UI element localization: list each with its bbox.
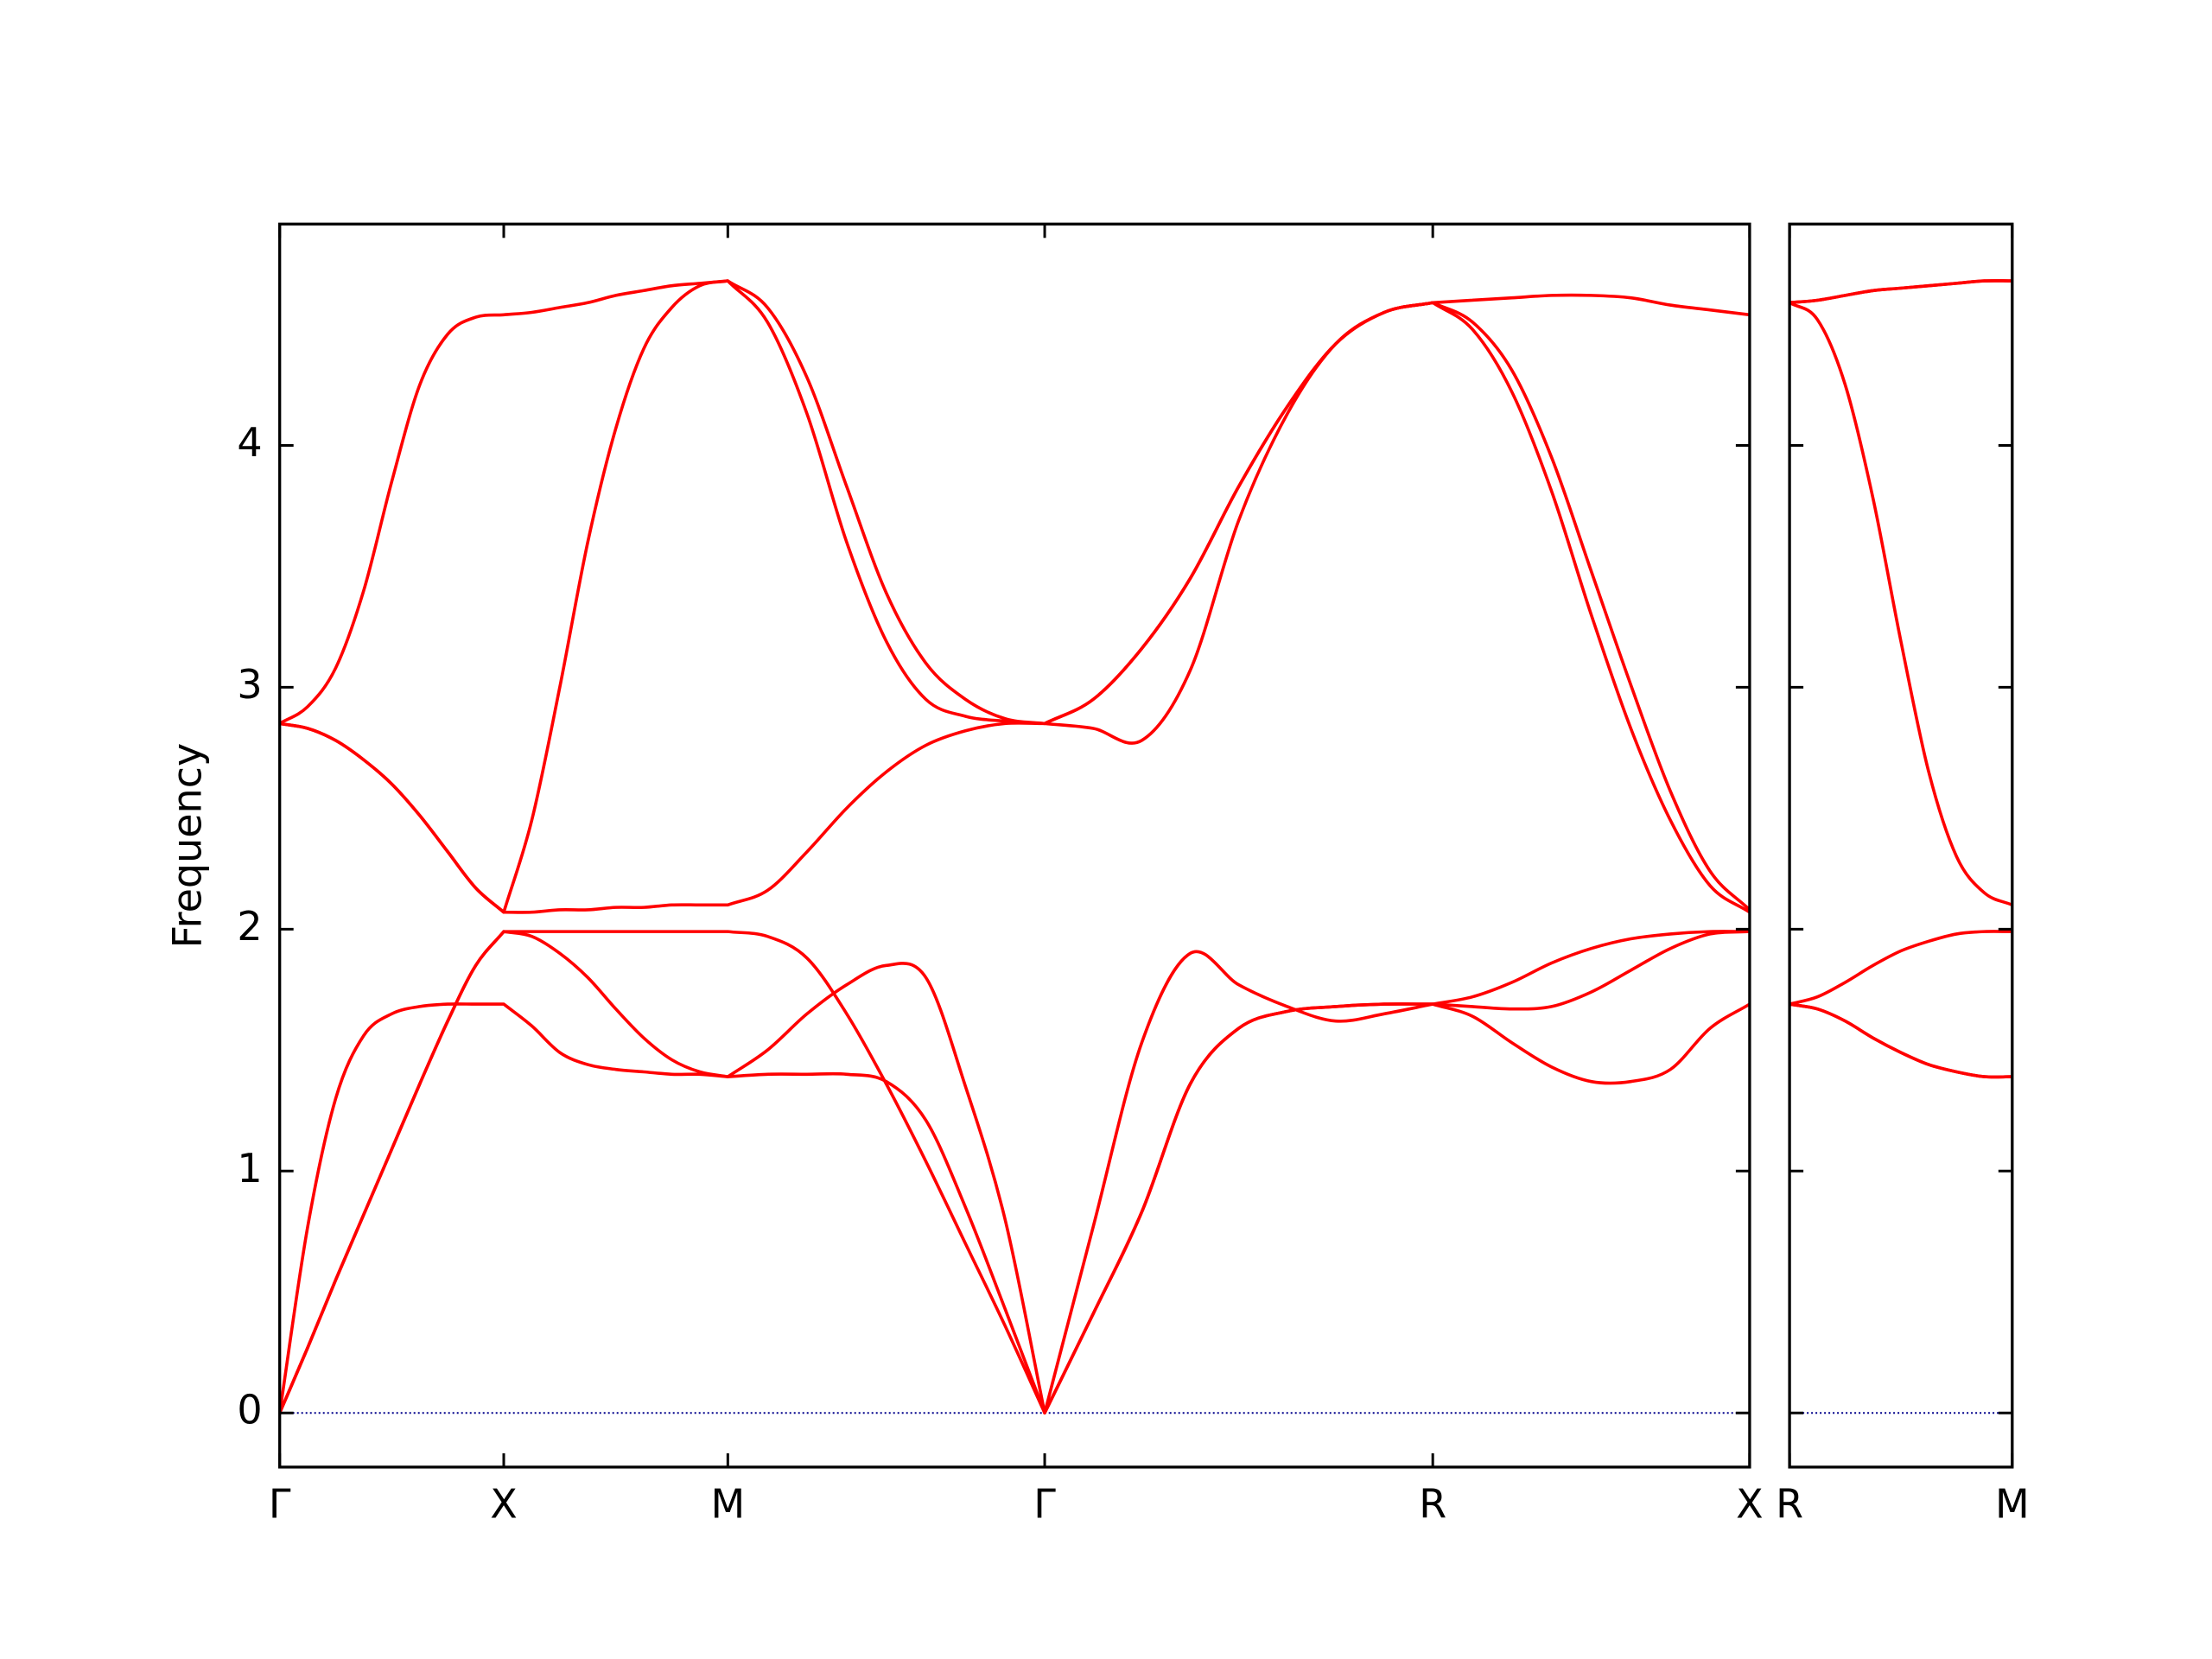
x-tick-label: Γ — [269, 1480, 291, 1527]
band — [1789, 1002, 2012, 1079]
band — [279, 950, 1750, 1414]
band — [1789, 301, 2012, 906]
y-tick-label: 2 — [237, 903, 262, 950]
x-tick-label: X — [490, 1480, 518, 1527]
band — [1789, 1002, 2012, 1079]
band — [279, 279, 1750, 914]
y-tick-label: 3 — [237, 661, 262, 708]
x-tick-label: R — [1776, 1480, 1803, 1527]
band — [279, 279, 1750, 914]
band — [279, 293, 1750, 914]
y-axis-label: Frequency — [164, 743, 211, 949]
band — [1789, 279, 2012, 305]
axes-frame — [1788, 222, 2014, 1469]
plot-area — [1789, 279, 2012, 1414]
axes-frame — [278, 222, 1751, 1469]
band — [1789, 930, 2012, 1006]
x-tick-label: R — [1419, 1480, 1446, 1527]
y-tick-label: 4 — [237, 419, 262, 466]
x-tick-label: X — [1736, 1480, 1764, 1527]
x-tick-label: M — [710, 1480, 745, 1527]
band — [279, 930, 1750, 1414]
y-tick-label: 1 — [237, 1145, 262, 1192]
plot-area — [279, 279, 1750, 1414]
x-tick-label: M — [1995, 1480, 2030, 1527]
x-tick-label: Γ — [1033, 1480, 1056, 1527]
y-tick-label: 0 — [237, 1387, 262, 1433]
